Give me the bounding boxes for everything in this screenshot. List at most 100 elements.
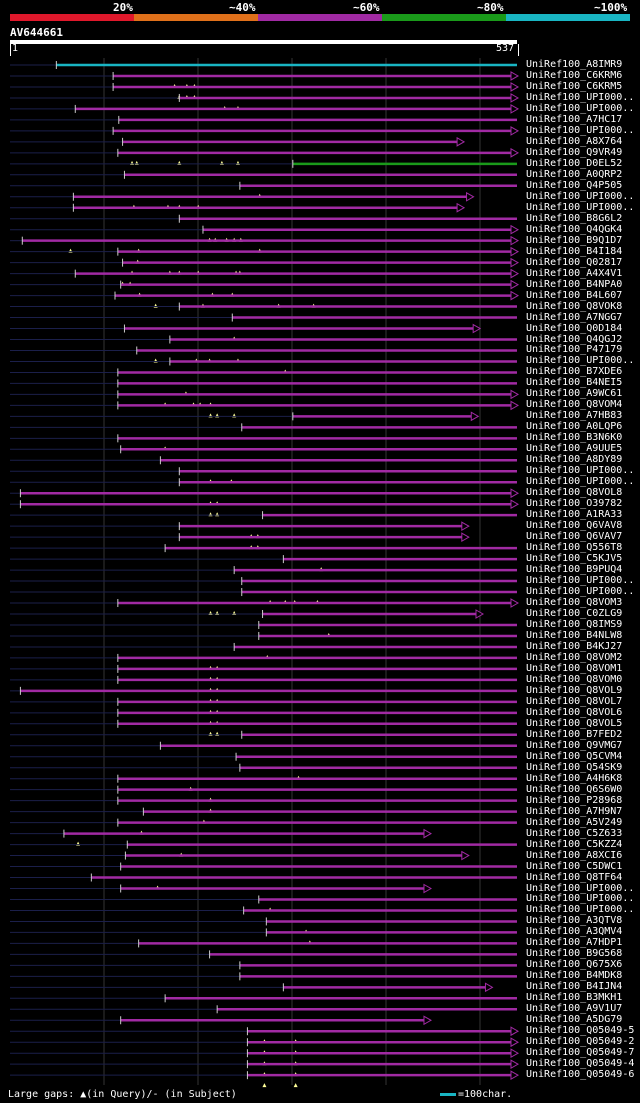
hit-label[interactable]: UniRef100_A4X4V1 xyxy=(526,267,623,279)
hit-label[interactable]: UniRef100_Q05049-7 xyxy=(526,1047,635,1059)
hit-label[interactable]: UniRef100_D0EL52 xyxy=(526,157,623,169)
hit-label[interactable]: UniRef100_Q8VOM0 xyxy=(526,673,623,685)
hit-label[interactable]: UniRef100_Q6VAV7 xyxy=(526,531,623,543)
hit-label[interactable]: UniRef100_B3N6K0 xyxy=(526,432,623,444)
hit-label[interactable]: UniRef100_B3MKH1 xyxy=(526,992,623,1004)
query-name: AV644661 xyxy=(10,26,63,39)
hit-label[interactable]: UniRef100_B4KJ27 xyxy=(526,640,623,652)
hit-label[interactable]: UniRef100_A7HC17 xyxy=(526,113,623,125)
hit-label[interactable]: UniRef100_A9V1U7 xyxy=(526,1003,623,1015)
hit-label[interactable]: UniRef100_Q02817 xyxy=(526,256,623,268)
hit-label[interactable]: UniRef100_Q6VAV8 xyxy=(526,520,623,532)
hit-label[interactable]: UniRef100_Q9VMG7 xyxy=(526,739,623,751)
hit-label[interactable]: UniRef100_Q5CVM4 xyxy=(526,750,623,762)
hit-label[interactable]: UniRef100_C5Z633 xyxy=(526,827,623,839)
hit-label[interactable]: UniRef100_B7XDE6 xyxy=(526,366,623,378)
hit-label[interactable]: UniRef100_UPI000.. xyxy=(526,91,635,103)
hit-label[interactable]: UniRef100_Q8VOL5 xyxy=(526,717,623,729)
hit-label[interactable]: UniRef100_UPI000.. xyxy=(526,355,635,367)
hit-label[interactable]: UniRef100_A8IMR9 xyxy=(526,59,623,70)
hit-label[interactable]: UniRef100_B4NLW8 xyxy=(526,629,623,641)
hit-label[interactable]: UniRef100_O39782 xyxy=(526,498,623,510)
hit-label[interactable]: UniRef100_UPI000.. xyxy=(526,190,635,202)
hit-label[interactable]: UniRef100_UPI000.. xyxy=(526,476,635,488)
hit-label[interactable]: UniRef100_A7HDP1 xyxy=(526,937,623,949)
hit-label[interactable]: UniRef100_Q8VOM1 xyxy=(526,662,623,674)
hit-label[interactable]: UniRef100_Q05049-2 xyxy=(526,1036,635,1048)
hit-label[interactable]: UniRef100_B7FED2 xyxy=(526,728,623,740)
hit-label[interactable]: UniRef100_A9WC61 xyxy=(526,388,623,400)
hit-label[interactable]: UniRef100_B4NPA0 xyxy=(526,278,623,290)
hit-label[interactable]: UniRef100_Q8VOL9 xyxy=(526,684,623,696)
hit-label[interactable]: UniRef100_B4L607 xyxy=(526,289,623,301)
hit-label[interactable]: UniRef100_B4I184 xyxy=(526,245,623,257)
hit-label[interactable]: UniRef100_C6KRM5 xyxy=(526,80,623,92)
hit-label[interactable]: UniRef100_A3QMV4 xyxy=(526,926,623,938)
hit-label[interactable]: UniRef100_Q4QGJ2 xyxy=(526,333,623,345)
hit-label[interactable]: UniRef100_P47179 xyxy=(526,344,623,356)
hit-label[interactable]: UniRef100_Q675X6 xyxy=(526,959,623,971)
hit-label[interactable]: UniRef100_Q6S6W0 xyxy=(526,783,623,795)
hit-label[interactable]: UniRef100_UPI000.. xyxy=(526,904,635,916)
hit-arrow xyxy=(423,1015,432,1026)
hit-label[interactable]: UniRef100_B9Q1D7 xyxy=(526,234,623,246)
hit-label[interactable]: UniRef100_A5V249 xyxy=(526,816,623,828)
hit-label[interactable]: UniRef100_A8X764 xyxy=(526,135,623,147)
hit-label[interactable]: UniRef100_UPI000.. xyxy=(526,586,635,598)
hit-label[interactable]: UniRef100_Q8VOM3 xyxy=(526,597,623,609)
hit-label[interactable]: UniRef100_C5KJV5 xyxy=(526,553,623,565)
hit-label[interactable]: UniRef100_Q8VOM4 xyxy=(526,399,623,411)
hit-label[interactable]: UniRef100_A9UUE5 xyxy=(526,443,623,455)
hit-label[interactable]: UniRef100_A0LQP6 xyxy=(526,421,623,433)
hit-label[interactable]: UniRef100_UPI000.. xyxy=(526,124,635,136)
hit-label[interactable]: UniRef100_UPI000.. xyxy=(526,882,635,894)
query-ruler xyxy=(10,44,519,56)
hit-label[interactable]: UniRef100_Q9VR49 xyxy=(526,146,623,158)
hit-label[interactable]: UniRef100_A8XCI6 xyxy=(526,849,623,861)
scale-label-20: 20% xyxy=(113,1,133,14)
hit-label[interactable]: UniRef100_A7H9N7 xyxy=(526,805,623,817)
hit-label[interactable]: UniRef100_B4NEI5 xyxy=(526,377,623,389)
hit-label[interactable]: UniRef100_Q05049-6 xyxy=(526,1069,635,1081)
hit-label[interactable]: UniRef100_Q4QGK4 xyxy=(526,223,623,235)
hit-label[interactable]: UniRef100_B4IJN4 xyxy=(526,981,623,993)
hit-label[interactable]: UniRef100_UPI000.. xyxy=(526,102,635,114)
hit-label[interactable]: UniRef100_C6KRM6 xyxy=(526,69,623,81)
hit-label[interactable]: UniRef100_B8G6L2 xyxy=(526,212,623,224)
hit-label[interactable]: UniRef100_Q8VOL7 xyxy=(526,695,623,707)
hit-label[interactable]: UniRef100_A5DG79 xyxy=(526,1014,623,1026)
hit-label[interactable]: UniRef100_A7NGG7 xyxy=(526,311,623,323)
hit-label[interactable]: UniRef100_Q05049-4 xyxy=(526,1058,635,1070)
hit-label[interactable]: UniRef100_Q8TF64 xyxy=(526,871,623,883)
scale-label-80: ~80% xyxy=(477,1,504,14)
hit-arrow xyxy=(461,521,470,532)
hit-label[interactable]: UniRef100_Q556T8 xyxy=(526,542,623,554)
scale-label-40: ~40% xyxy=(229,1,256,14)
hit-label[interactable]: UniRef100_A1RA33 xyxy=(526,509,623,521)
hit-label[interactable]: UniRef100_Q0D184 xyxy=(526,322,623,334)
hit-label[interactable]: UniRef100_Q8VOL6 xyxy=(526,706,623,718)
hit-label[interactable]: UniRef100_C5DWC1 xyxy=(526,860,623,872)
hit-label[interactable]: UniRef100_UPI000.. xyxy=(526,201,635,213)
hit-label[interactable]: UniRef100_C0ZLG9 xyxy=(526,608,623,619)
hit-label[interactable]: UniRef100_C5KZZ4 xyxy=(526,838,623,850)
hit-label[interactable]: UniRef100_Q8VOL8 xyxy=(526,487,623,499)
hit-label[interactable]: UniRef100_A4H6K8 xyxy=(526,772,623,784)
hit-label[interactable]: UniRef100_UPI000.. xyxy=(526,575,635,587)
hit-label[interactable]: UniRef100_P28968 xyxy=(526,794,623,806)
hit-label[interactable]: UniRef100_Q05049-5 xyxy=(526,1025,635,1037)
hit-label[interactable]: UniRef100_A8DY89 xyxy=(526,454,623,466)
hit-label[interactable]: UniRef100_A3QTV8 xyxy=(526,915,623,927)
hit-label[interactable]: UniRef100_A0QRP2 xyxy=(526,168,623,180)
hit-label[interactable]: UniRef100_Q8VOM2 xyxy=(526,651,623,663)
hit-label[interactable]: UniRef100_Q4P505 xyxy=(526,179,623,191)
hit-label[interactable]: UniRef100_B4MDK8 xyxy=(526,970,623,982)
hit-label[interactable]: UniRef100_A7HB83 xyxy=(526,410,623,422)
hit-label[interactable]: UniRef100_B9PUQ4 xyxy=(526,564,623,576)
hit-label[interactable]: UniRef100_Q8VOK8 xyxy=(526,300,623,312)
hit-label[interactable]: UniRef100_UPI000.. xyxy=(526,465,635,477)
hit-label[interactable]: UniRef100_Q54SK9 xyxy=(526,761,623,773)
hit-label[interactable]: UniRef100_UPI000.. xyxy=(526,893,635,905)
hit-label[interactable]: UniRef100_Q8IMS9 xyxy=(526,618,623,630)
hit-label[interactable]: UniRef100_B9G568 xyxy=(526,948,623,960)
